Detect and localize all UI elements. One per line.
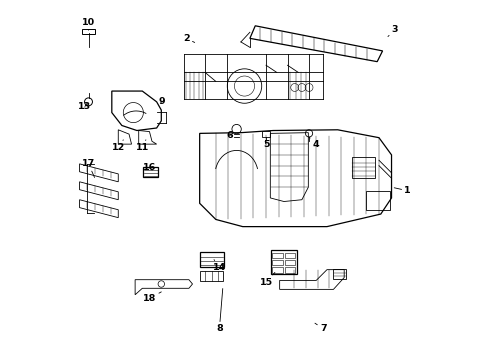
Text: 8: 8 (216, 289, 223, 333)
Bar (333, 269, 346, 279)
Bar (284, 253, 294, 258)
Text: 5: 5 (262, 140, 269, 149)
Bar (284, 260, 294, 265)
Text: 9: 9 (159, 96, 165, 105)
Text: 2: 2 (183, 34, 194, 43)
Text: 11: 11 (135, 140, 149, 152)
Bar (143, 167, 158, 177)
Text: 18: 18 (142, 292, 161, 303)
Text: 15: 15 (259, 273, 274, 287)
Text: 16: 16 (142, 163, 156, 172)
Bar (199, 252, 224, 267)
Bar (272, 267, 282, 273)
Text: 13: 13 (78, 102, 91, 111)
Text: 1: 1 (393, 186, 410, 195)
Text: 17: 17 (81, 159, 95, 177)
Bar (199, 271, 223, 281)
Bar (271, 249, 297, 274)
Text: 4: 4 (308, 137, 319, 149)
Text: 14: 14 (212, 260, 225, 273)
Text: 7: 7 (314, 323, 326, 333)
Bar (351, 157, 375, 178)
Bar (261, 131, 269, 137)
Text: 12: 12 (112, 140, 125, 152)
Text: 6: 6 (226, 131, 233, 140)
Text: 10: 10 (82, 18, 95, 30)
Text: 3: 3 (387, 25, 398, 37)
Bar (284, 267, 294, 273)
Bar (82, 29, 94, 34)
Bar (272, 253, 282, 258)
Bar (272, 260, 282, 265)
